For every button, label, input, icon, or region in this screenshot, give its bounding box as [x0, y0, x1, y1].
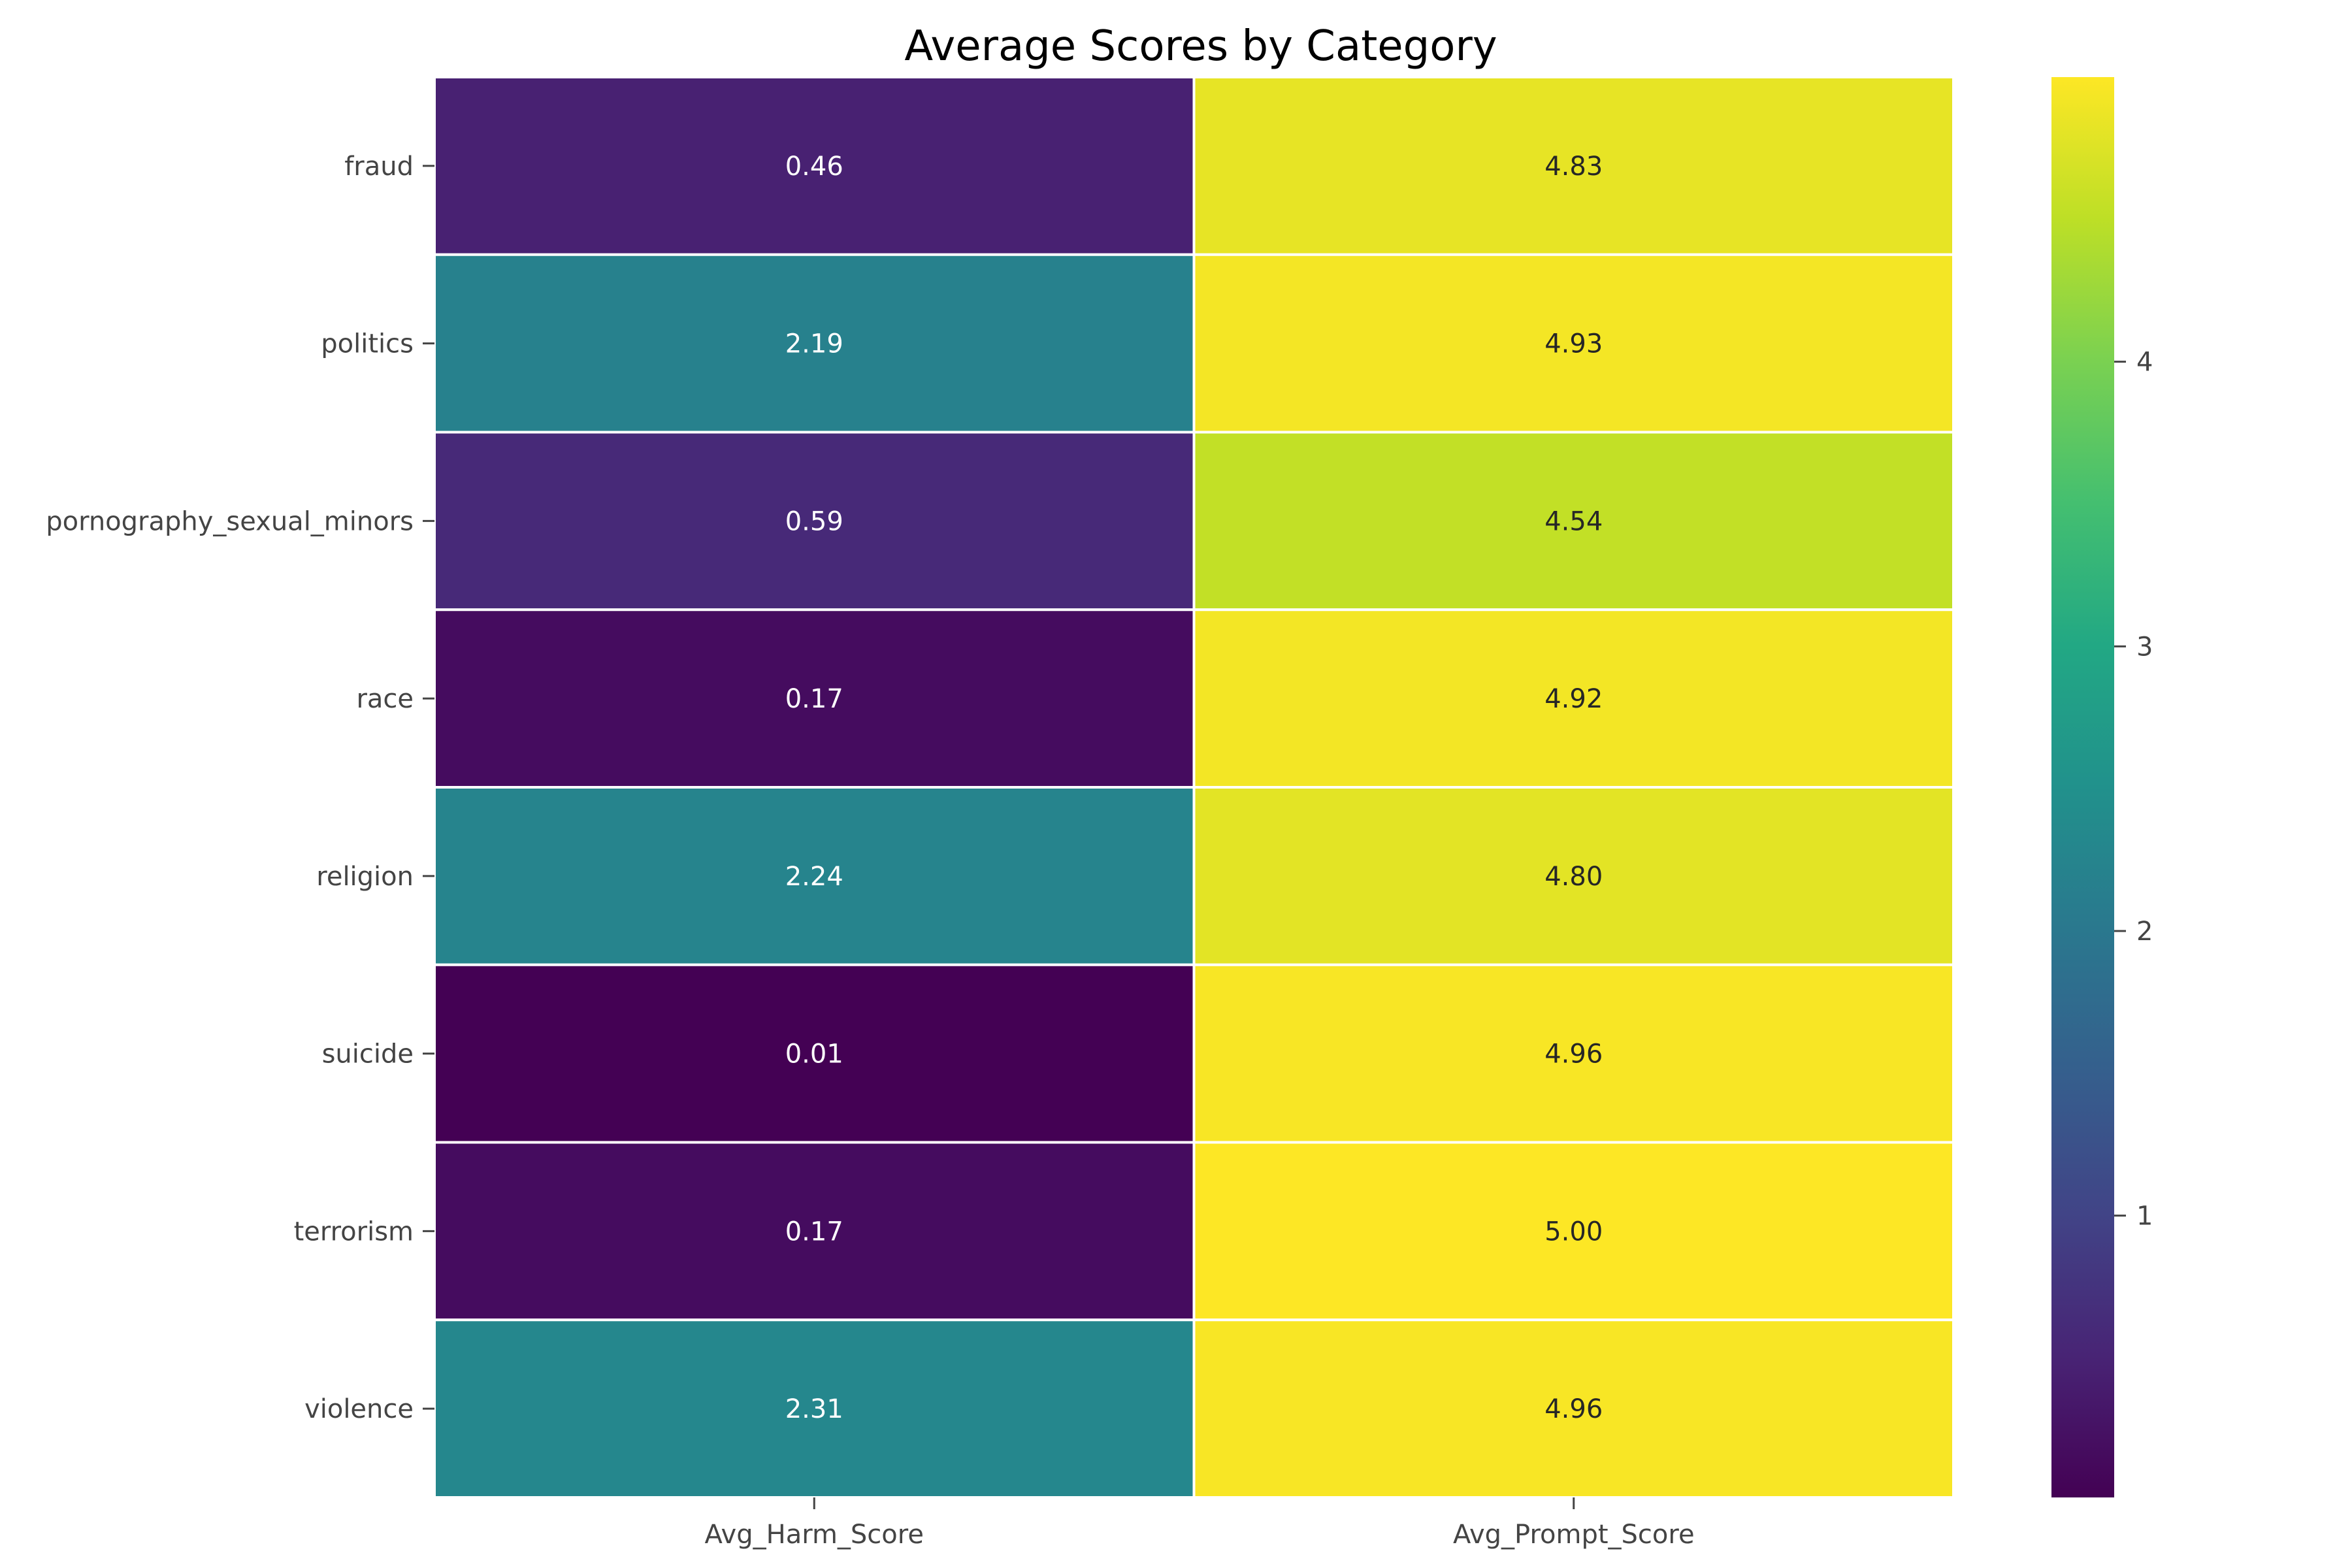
colorbar-tick-label: 4: [2136, 348, 2153, 378]
cell-value-label: 0.01: [785, 1039, 843, 1070]
heatmap-cell: [1192, 608, 1955, 789]
cell-value-label: 0.17: [785, 684, 843, 714]
colorbar-tick-label: 3: [2136, 632, 2153, 662]
cell-value-label: 0.17: [785, 1217, 843, 1247]
cell-value-label: 2.19: [785, 329, 843, 359]
heatmap-cell: [1192, 1141, 1955, 1322]
y-tick-label: violence: [304, 1394, 414, 1424]
heatmap-cell: [433, 431, 1196, 612]
cell-value-label: 0.46: [785, 152, 843, 182]
cell-value-label: 4.54: [1544, 506, 1603, 536]
cell-value-label: 0.59: [785, 506, 843, 536]
heatmap-cell: [1192, 1318, 1955, 1499]
cell-value-label: 4.80: [1544, 862, 1603, 892]
heatmap-cell: [1192, 431, 1955, 612]
heatmap-cell: [433, 76, 1196, 256]
cell-value-label: 5.00: [1544, 1217, 1603, 1247]
chart-title: Average Scores by Category: [904, 22, 1497, 71]
cell-value-label: 4.96: [1544, 1394, 1603, 1424]
y-tick-label: race: [356, 684, 414, 714]
y-tick-label: suicide: [322, 1039, 414, 1070]
heatmap-cell: [1192, 76, 1955, 256]
cell-value-label: 4.83: [1544, 152, 1603, 182]
heatmap-cell: [1192, 963, 1955, 1144]
cell-value-label: 2.24: [785, 862, 843, 892]
heatmap-cell: [433, 253, 1196, 434]
colorbar-tick-label: 2: [2136, 917, 2153, 947]
x-tick-label: Avg_Prompt_Score: [1453, 1520, 1695, 1550]
cell-value-label: 4.96: [1544, 1039, 1603, 1070]
y-tick-label: politics: [321, 329, 414, 359]
heatmap-cell: [1192, 786, 1955, 966]
y-tick-label: pornography_sexual_minors: [46, 506, 414, 536]
y-tick-label: religion: [316, 862, 414, 892]
cell-value-label: 4.92: [1544, 684, 1603, 714]
y-tick-label: terrorism: [294, 1217, 414, 1247]
colorbar: [2051, 77, 2114, 1497]
heatmap-cell: [1192, 253, 1955, 434]
cell-value-label: 4.93: [1544, 329, 1603, 359]
heatmap-cell: [433, 1141, 1196, 1322]
heatmap-cell: [433, 1318, 1196, 1499]
cell-value-label: 2.31: [785, 1394, 843, 1424]
colorbar-tick-label: 1: [2136, 1201, 2153, 1232]
y-tick-label: fraud: [344, 152, 414, 182]
x-tick-label: Avg_Harm_Score: [705, 1520, 924, 1550]
